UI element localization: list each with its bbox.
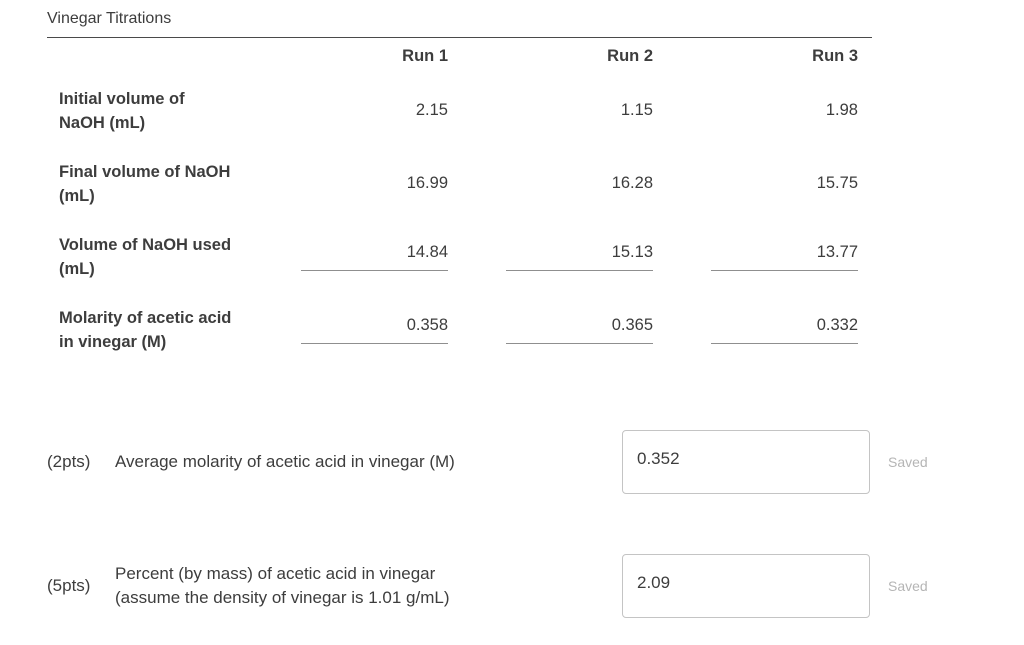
- table-cell-value: 16.99: [406, 174, 448, 192]
- table-cell-input[interactable]: 15.13: [462, 243, 667, 271]
- row-label: Initial volume of NaOH (mL): [59, 89, 185, 132]
- average-molarity-input[interactable]: [622, 430, 870, 494]
- questions-section: (2pts) Average molarity of acetic acid i…: [47, 430, 1024, 618]
- page-title: Vinegar Titrations: [47, 10, 172, 27]
- table-cell-value: 15.75: [816, 174, 858, 192]
- points-label: (2pts): [47, 452, 91, 471]
- question-average-molarity: (2pts) Average molarity of acetic acid i…: [47, 430, 977, 494]
- column-header-run1: Run 1: [402, 46, 448, 65]
- percent-mass-input[interactable]: [622, 554, 870, 618]
- table-row-molarity: Molarity of acetic acid in vinegar (M) 0…: [59, 293, 872, 366]
- points-label: (5pts): [47, 576, 91, 595]
- titration-table: Run 1 Run 2 Run 3 Initial volume of NaOH…: [47, 38, 872, 366]
- table-cell-value: 16.28: [611, 174, 653, 192]
- table-cell-input[interactable]: 0.332: [667, 316, 872, 344]
- title-divider: [47, 37, 872, 38]
- question-text: Percent (by mass) of acetic acid in vine…: [115, 564, 450, 607]
- column-header-run3: Run 3: [812, 46, 858, 65]
- row-label: Molarity of acetic acid in vinegar (M): [59, 308, 232, 351]
- table-row-volume-used: Volume of NaOH used (mL) 14.84 15.13 13.…: [59, 220, 872, 293]
- page: Vinegar Titrations Run 1 Run 2 Run 3 Ini…: [47, 10, 1024, 618]
- column-header-run2: Run 2: [607, 46, 653, 65]
- row-label: Volume of NaOH used (mL): [59, 235, 232, 278]
- table-cell-input[interactable]: 0.358: [257, 316, 462, 344]
- row-label: Final volume of NaOH (mL): [59, 162, 231, 205]
- table-cell-input[interactable]: 13.77: [667, 243, 872, 271]
- table-cell-value: 1.15: [620, 101, 653, 119]
- table-cell-input[interactable]: 0.365: [462, 316, 667, 344]
- table-row-initial-volume: Initial volume of NaOH (mL) 2.15 1.15 1.…: [59, 74, 872, 147]
- table-cell-input[interactable]: 14.84: [257, 243, 462, 271]
- table-row-final-volume: Final volume of NaOH (mL) 16.99 16.28 15…: [59, 147, 872, 220]
- saved-status: Saved: [888, 578, 928, 594]
- table-header-row: Run 1 Run 2 Run 3: [59, 38, 872, 74]
- question-percent-mass: (5pts) Percent (by mass) of acetic acid …: [47, 554, 977, 618]
- saved-status: Saved: [888, 454, 928, 470]
- table-cell-value: 2.15: [415, 101, 448, 119]
- table-cell-value: 1.98: [825, 101, 858, 119]
- question-text: Average molarity of acetic acid in vineg…: [115, 452, 455, 471]
